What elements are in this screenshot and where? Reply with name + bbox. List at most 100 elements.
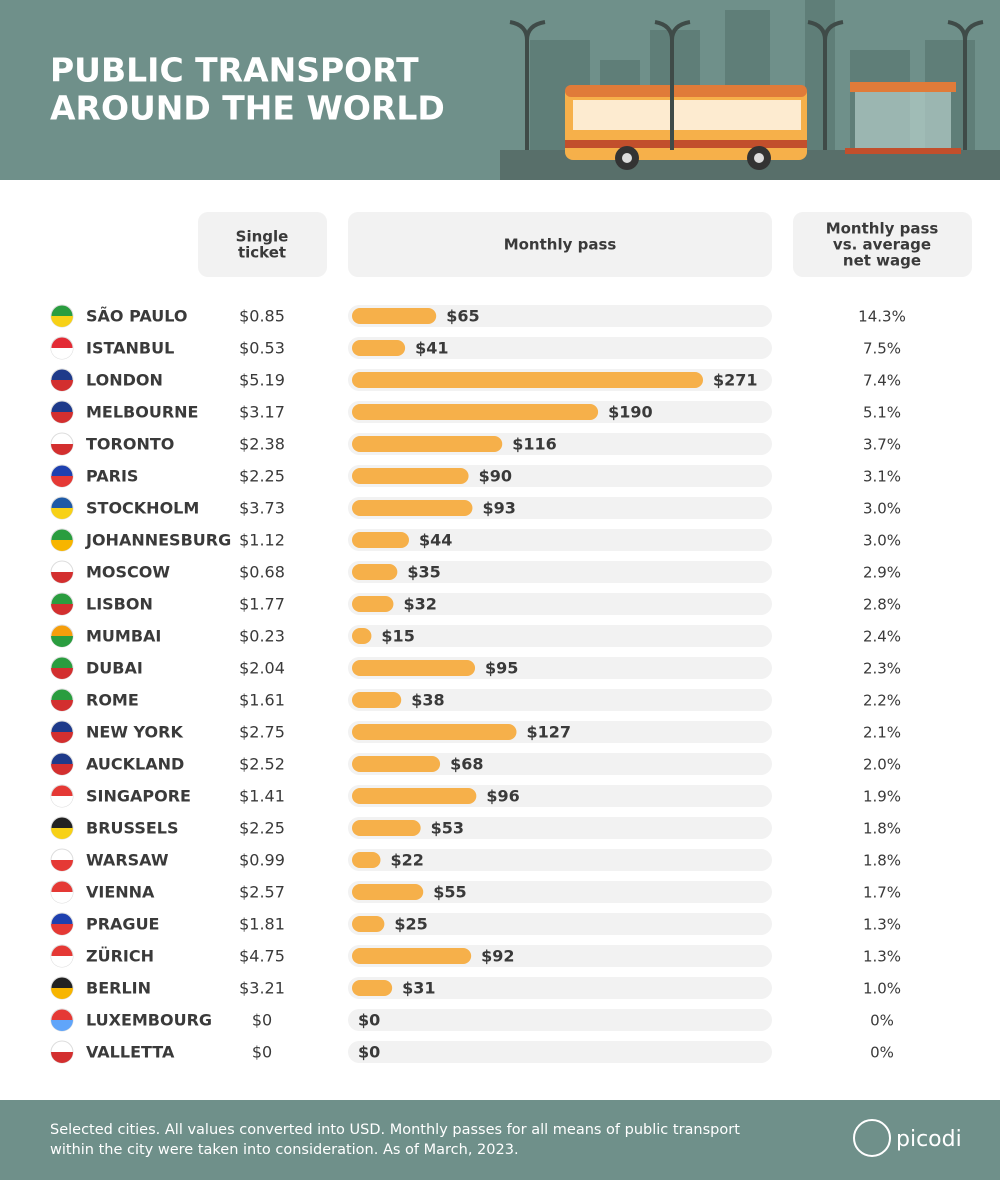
flag [51, 828, 73, 839]
city-name: DUBAI [86, 659, 143, 678]
city-name: AUCKLAND [86, 755, 184, 774]
bar [352, 596, 394, 612]
value-label: $22 [390, 851, 423, 870]
bar-track [348, 1009, 772, 1031]
city-name: SÃO PAULO [86, 307, 187, 326]
single-ticket: $0.53 [239, 339, 285, 358]
single-ticket: $0.23 [239, 627, 285, 646]
city-name: JOHANNESBURG [85, 531, 231, 550]
wage-share: 2.0% [863, 756, 901, 774]
bar [352, 468, 469, 484]
column-header-box [793, 212, 972, 277]
bar-track [348, 913, 772, 935]
bar [352, 308, 437, 324]
single-ticket: $1.12 [239, 531, 285, 550]
footer-band [0, 1100, 1000, 1180]
bar [352, 340, 406, 356]
column-header: Monthly pass [504, 236, 617, 254]
bus [565, 85, 807, 170]
footer-text: within the city were taken into consider… [50, 1142, 519, 1158]
city-name: VALLETTA [86, 1043, 175, 1062]
wage-share: 3.1% [863, 468, 901, 486]
city-name: LISBON [86, 595, 153, 614]
bar [352, 404, 599, 420]
wage-share: 7.4% [863, 372, 901, 390]
single-ticket: $3.17 [239, 403, 285, 422]
city-name: WARSAW [86, 851, 169, 870]
bar-track [348, 977, 772, 999]
value-label: $44 [419, 531, 452, 550]
bar-track [348, 593, 772, 615]
flag [51, 796, 73, 807]
value-label: $38 [411, 691, 444, 710]
city-name: VIENNA [86, 883, 155, 902]
wage-share: 1.0% [863, 980, 901, 998]
single-ticket: $1.61 [239, 691, 285, 710]
flag [51, 348, 73, 359]
bar [352, 532, 409, 548]
wage-share: 2.4% [863, 628, 901, 646]
title-line: PUBLIC TRANSPORT [50, 51, 419, 90]
bar-track [348, 625, 772, 647]
value-label: $25 [394, 915, 427, 934]
single-ticket: $2.25 [239, 819, 285, 838]
city-name: PARIS [86, 467, 138, 486]
value-label: $0 [358, 1011, 380, 1030]
value-label: $0 [358, 1043, 380, 1062]
flag [51, 316, 73, 327]
value-label: $271 [713, 371, 758, 390]
bar-track [348, 753, 772, 775]
bar [352, 948, 472, 964]
bar [352, 820, 421, 836]
flag [51, 380, 73, 391]
bar-track [348, 849, 772, 871]
city-name: NEW YORK [86, 723, 183, 742]
city-name: PRAGUE [86, 915, 159, 934]
logo-icon [853, 1119, 891, 1157]
flag [51, 444, 73, 455]
city-name: MUMBAI [86, 627, 161, 646]
flag [51, 924, 73, 935]
flag [51, 604, 73, 615]
bar-track [348, 881, 772, 903]
bar-track [348, 817, 772, 839]
single-ticket: $2.04 [239, 659, 285, 678]
city-name: ZÜRICH [86, 947, 154, 966]
flag [51, 668, 73, 679]
city-name: STOCKHOLM [86, 499, 199, 518]
value-label: $127 [526, 723, 571, 742]
value-label: $15 [381, 627, 414, 646]
bar-track [348, 305, 772, 327]
flag [51, 988, 73, 999]
value-label: $31 [402, 979, 435, 998]
bar [352, 692, 402, 708]
flag [51, 508, 73, 519]
bar-track [348, 337, 772, 359]
value-label: $68 [450, 755, 483, 774]
footer-text: Selected cities. All values converted in… [50, 1122, 740, 1138]
city-name: TORONTO [86, 435, 174, 454]
wage-share: 3.7% [863, 436, 901, 454]
single-ticket: $3.73 [239, 499, 285, 518]
wage-share: 2.3% [863, 660, 901, 678]
value-label: $65 [446, 307, 479, 326]
wage-share: 1.7% [863, 884, 901, 902]
single-ticket: $0 [252, 1043, 272, 1062]
bar [352, 660, 476, 676]
logo: picodi [896, 1127, 962, 1152]
wage-share: 5.1% [863, 404, 901, 422]
value-label: $93 [482, 499, 515, 518]
single-ticket: $1.81 [239, 915, 285, 934]
bar [352, 916, 385, 932]
single-ticket: $1.77 [239, 595, 285, 614]
column-header-box [348, 212, 772, 277]
flag [51, 572, 73, 583]
wage-share: 1.9% [863, 788, 901, 806]
single-ticket: $2.38 [239, 435, 285, 454]
wage-share: 0% [870, 1012, 894, 1030]
wage-share: 7.5% [863, 340, 901, 358]
bar [352, 564, 398, 580]
flag [51, 636, 73, 647]
flag [51, 1020, 73, 1031]
city-name: BRUSSELS [86, 819, 178, 838]
